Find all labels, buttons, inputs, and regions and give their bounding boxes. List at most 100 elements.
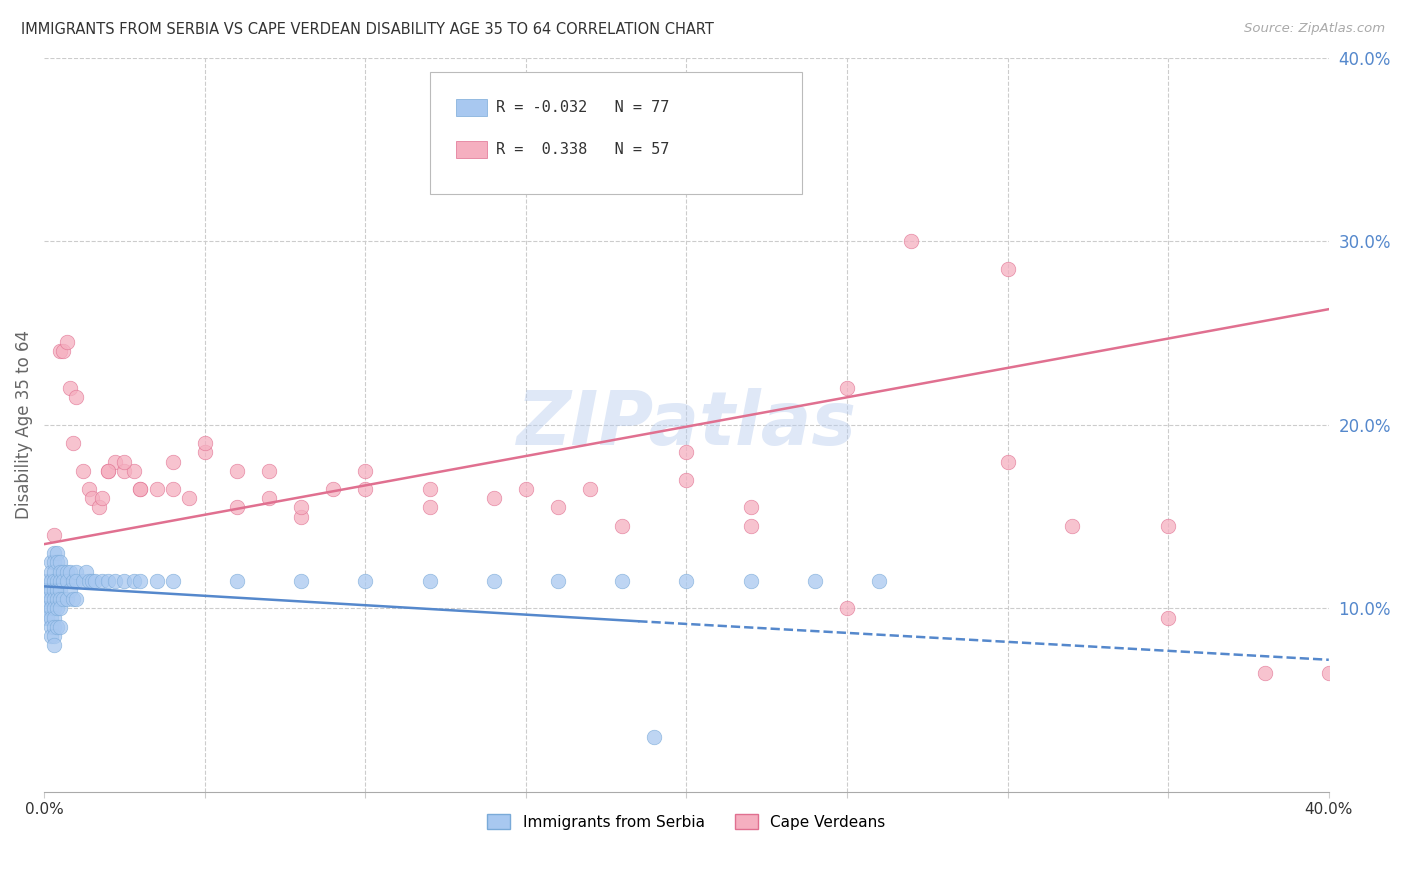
Point bbox=[42, 528, 65, 542]
Point bbox=[52, 592, 75, 607]
Point bbox=[900, 234, 922, 248]
Point bbox=[579, 482, 602, 496]
Point bbox=[675, 445, 697, 459]
Point bbox=[62, 436, 84, 450]
Point bbox=[42, 638, 65, 652]
Point bbox=[39, 592, 62, 607]
Point bbox=[90, 574, 112, 588]
Point bbox=[37, 610, 59, 624]
Point bbox=[82, 574, 104, 588]
Point bbox=[72, 464, 94, 478]
Point bbox=[39, 620, 62, 634]
Point bbox=[129, 482, 152, 496]
Point bbox=[52, 344, 75, 359]
Point bbox=[194, 445, 217, 459]
Point bbox=[39, 610, 62, 624]
FancyBboxPatch shape bbox=[457, 99, 488, 117]
Point bbox=[62, 592, 84, 607]
Point bbox=[129, 574, 152, 588]
Point bbox=[322, 482, 344, 496]
Point bbox=[59, 582, 82, 597]
Point bbox=[112, 574, 135, 588]
Point bbox=[39, 556, 62, 570]
Point bbox=[997, 454, 1019, 468]
Point bbox=[868, 574, 890, 588]
Point bbox=[194, 436, 217, 450]
Text: R = -0.032   N = 77: R = -0.032 N = 77 bbox=[496, 100, 669, 115]
Point bbox=[42, 629, 65, 643]
Point bbox=[1253, 665, 1275, 680]
Point bbox=[42, 620, 65, 634]
Point bbox=[49, 344, 72, 359]
Point bbox=[37, 582, 59, 597]
Point bbox=[52, 565, 75, 579]
Point bbox=[675, 473, 697, 487]
Point bbox=[290, 500, 312, 515]
Point bbox=[290, 574, 312, 588]
Point bbox=[145, 482, 167, 496]
Point bbox=[52, 574, 75, 588]
Y-axis label: Disability Age 35 to 64: Disability Age 35 to 64 bbox=[15, 330, 32, 519]
Point bbox=[72, 574, 94, 588]
Point bbox=[418, 482, 440, 496]
Point bbox=[740, 574, 762, 588]
Point bbox=[257, 491, 280, 506]
Point bbox=[37, 592, 59, 607]
Point bbox=[122, 464, 145, 478]
Text: IMMIGRANTS FROM SERBIA VS CAPE VERDEAN DISABILITY AGE 35 TO 64 CORRELATION CHART: IMMIGRANTS FROM SERBIA VS CAPE VERDEAN D… bbox=[21, 22, 714, 37]
Point bbox=[42, 565, 65, 579]
Point bbox=[418, 574, 440, 588]
Point bbox=[42, 610, 65, 624]
Point bbox=[354, 482, 377, 496]
Point bbox=[122, 574, 145, 588]
Point bbox=[804, 574, 827, 588]
Point bbox=[87, 500, 110, 515]
Point bbox=[257, 464, 280, 478]
Point bbox=[145, 574, 167, 588]
Text: Source: ZipAtlas.com: Source: ZipAtlas.com bbox=[1244, 22, 1385, 36]
Text: ZIPatlas: ZIPatlas bbox=[516, 388, 856, 461]
Point bbox=[55, 592, 77, 607]
Point bbox=[49, 556, 72, 570]
Point bbox=[49, 574, 72, 588]
Point bbox=[162, 574, 184, 588]
Point bbox=[835, 381, 858, 395]
Point bbox=[46, 592, 69, 607]
Point bbox=[62, 574, 84, 588]
Point bbox=[112, 464, 135, 478]
Point bbox=[49, 565, 72, 579]
Point bbox=[65, 390, 87, 404]
Point bbox=[42, 582, 65, 597]
Point bbox=[225, 574, 247, 588]
Point bbox=[515, 482, 537, 496]
Point bbox=[104, 574, 127, 588]
Point bbox=[49, 592, 72, 607]
Point bbox=[547, 500, 569, 515]
Point bbox=[104, 454, 127, 468]
Text: R =  0.338   N = 57: R = 0.338 N = 57 bbox=[496, 142, 669, 157]
Point bbox=[75, 565, 97, 579]
FancyBboxPatch shape bbox=[429, 72, 801, 194]
Point bbox=[39, 565, 62, 579]
Point bbox=[49, 620, 72, 634]
Point bbox=[547, 574, 569, 588]
Point bbox=[612, 574, 634, 588]
Point bbox=[97, 464, 120, 478]
Point bbox=[225, 500, 247, 515]
Point bbox=[42, 556, 65, 570]
Point bbox=[612, 518, 634, 533]
Point bbox=[46, 601, 69, 615]
Point bbox=[49, 582, 72, 597]
Point bbox=[643, 730, 665, 744]
Point bbox=[46, 556, 69, 570]
Point bbox=[42, 574, 65, 588]
Point bbox=[1317, 665, 1340, 680]
Point bbox=[82, 491, 104, 506]
Point bbox=[84, 574, 107, 588]
Point bbox=[290, 509, 312, 524]
Point bbox=[55, 565, 77, 579]
Point bbox=[46, 582, 69, 597]
Point bbox=[55, 574, 77, 588]
Point bbox=[162, 482, 184, 496]
Point bbox=[90, 491, 112, 506]
